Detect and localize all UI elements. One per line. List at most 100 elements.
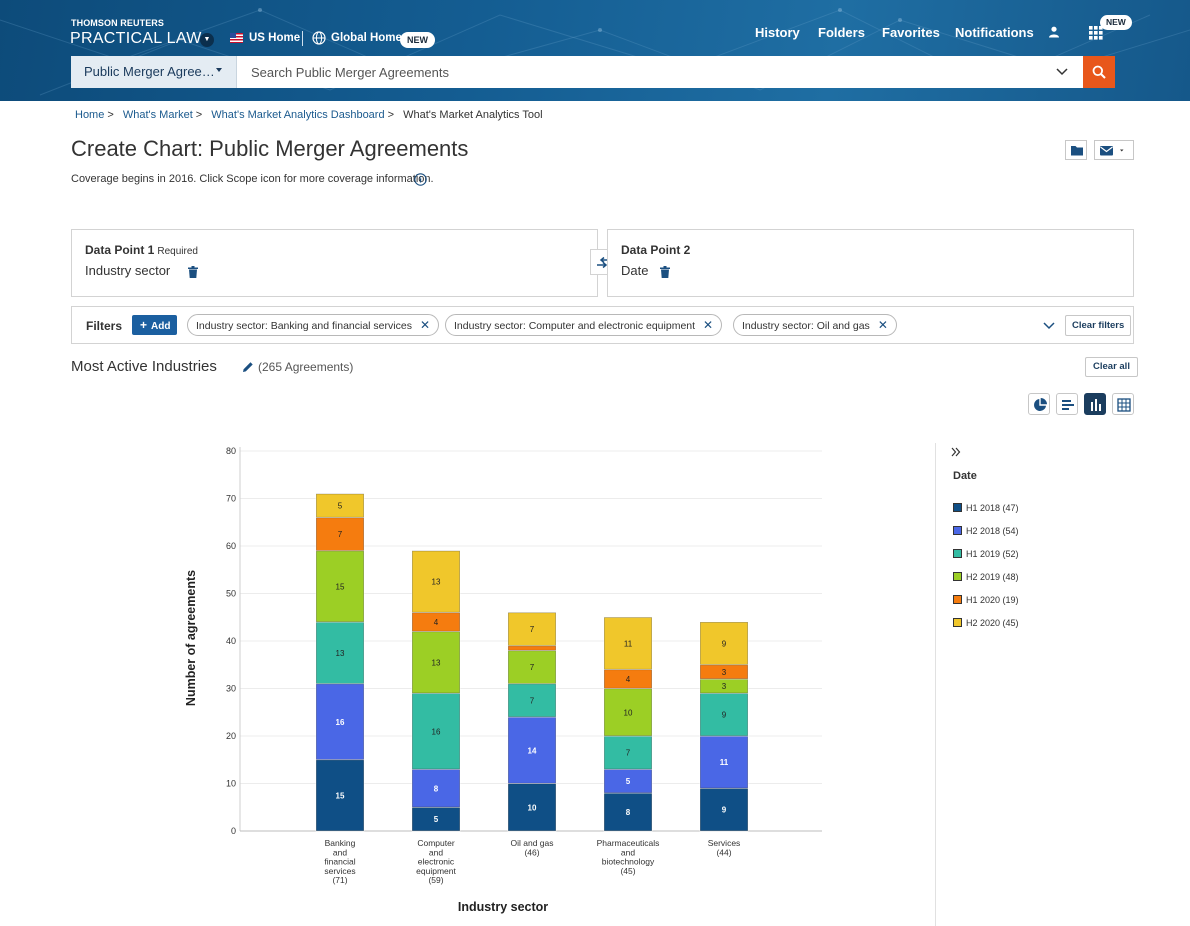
data-point-2-value: Date	[621, 263, 649, 278]
data-label: 13	[432, 658, 441, 667]
search-button[interactable]	[1083, 56, 1115, 88]
x-tick-label: and	[333, 847, 347, 857]
edit-pencil-icon[interactable]	[242, 361, 254, 373]
filter-chip-label: Industry sector: Banking and financial s…	[196, 320, 412, 332]
legend-item[interactable]: H1 2018 (47)	[953, 496, 1019, 519]
bar-segment[interactable]	[411, 631, 461, 694]
legend-item[interactable]: H2 2018 (54)	[953, 519, 1019, 542]
breadcrumb-whats-market[interactable]: What's Market	[122, 109, 193, 121]
collapse-legend-icon[interactable]	[951, 447, 961, 457]
apps-grid-icon[interactable]	[1089, 26, 1103, 40]
vertical-bar-chart-button[interactable]	[1084, 393, 1106, 415]
brand-logo[interactable]: PRACTICAL LAW	[70, 30, 202, 47]
scope-caret-icon[interactable]	[216, 68, 222, 72]
x-tick-label: and	[621, 847, 635, 857]
brand-company: THOMSON REUTERS	[71, 18, 165, 28]
data-point-1-label: Data Point 1 Required	[85, 243, 198, 257]
pie-chart-button[interactable]	[1028, 393, 1050, 415]
bar-segment[interactable]	[699, 621, 749, 666]
us-flag-icon	[230, 33, 243, 43]
trash-icon[interactable]	[188, 266, 198, 278]
y-tick-label: 50	[226, 589, 236, 599]
clear-all-button[interactable]: Clear all	[1085, 357, 1138, 377]
bar-segment[interactable]	[603, 688, 653, 737]
search-scope-select[interactable]: Public Merger Agree…	[71, 56, 237, 88]
bar-segment[interactable]	[507, 645, 557, 651]
legend-item[interactable]: H1 2019 (52)	[953, 542, 1019, 565]
clear-filters-button[interactable]: Clear filters	[1065, 315, 1132, 336]
bar-segment[interactable]	[507, 650, 557, 685]
remove-filter-icon[interactable]: ✕	[703, 318, 714, 332]
bar-segment[interactable]	[603, 616, 653, 670]
data-label: 15	[336, 582, 345, 591]
table-view-button[interactable]	[1112, 393, 1134, 415]
add-filter-button[interactable]: + Add	[132, 315, 177, 335]
data-label: 15	[336, 791, 345, 800]
chevron-down-icon[interactable]	[1056, 67, 1068, 77]
bar-segment[interactable]	[315, 621, 365, 685]
bar-segment[interactable]	[411, 692, 461, 770]
nav-folders[interactable]: Folders	[818, 25, 865, 40]
chevron-down-icon[interactable]	[1043, 321, 1055, 330]
trash-icon[interactable]	[660, 266, 670, 278]
search-icon	[1092, 65, 1106, 79]
bar-segment[interactable]	[315, 550, 365, 623]
bar-segment[interactable]	[507, 612, 557, 647]
email-button[interactable]	[1094, 140, 1134, 160]
data-label: 16	[336, 718, 345, 727]
bar-segment[interactable]	[507, 783, 557, 832]
user-icon[interactable]	[1047, 25, 1061, 39]
legend-item[interactable]: H1 2020 (19)	[953, 588, 1019, 611]
data-label: 7	[338, 530, 343, 539]
bar-segment[interactable]	[411, 768, 461, 808]
breadcrumb-separator: >	[195, 109, 203, 121]
search-bar: Public Merger Agree…	[71, 56, 1115, 88]
legend-swatch	[953, 549, 962, 558]
filter-chip: Industry sector: Banking and financial s…	[187, 314, 440, 336]
remove-filter-icon[interactable]: ✕	[877, 318, 888, 332]
data-label: 3	[722, 668, 727, 677]
folder-icon	[1071, 146, 1083, 156]
bar-segment[interactable]	[315, 683, 365, 761]
brand-menu-caret-icon[interactable]: ▼	[200, 33, 214, 47]
bar-segment[interactable]	[507, 683, 557, 718]
remove-filter-icon[interactable]: ✕	[419, 318, 431, 332]
bar-segment[interactable]	[603, 735, 653, 770]
bar-segment[interactable]	[507, 716, 557, 784]
bar-segment-outline	[603, 617, 652, 670]
data-label: 9	[722, 639, 727, 648]
us-home-link[interactable]: US Home	[249, 32, 301, 44]
breadcrumb-home[interactable]: Home	[75, 109, 105, 121]
breadcrumb-analytics-dashboard[interactable]: What's Market Analytics Dashboard	[211, 109, 385, 121]
data-label: 8	[626, 808, 631, 817]
search-input[interactable]	[238, 56, 1078, 88]
data-label: 3	[722, 682, 727, 691]
legend-item[interactable]: H2 2019 (48)	[953, 565, 1019, 588]
email-icon	[1100, 146, 1124, 156]
legend-label: H1 2018 (47)	[966, 502, 1019, 513]
info-icon[interactable]	[414, 173, 427, 186]
nav-favorites[interactable]: Favorites	[882, 25, 940, 40]
filter-chip-label: Industry sector: Computer and electronic…	[454, 320, 696, 332]
filter-chip: Industry sector: Computer and electronic…	[445, 314, 723, 336]
data-label: 5	[338, 502, 343, 511]
header-divider	[302, 31, 303, 46]
bar-segment[interactable]	[699, 692, 749, 737]
global-home-link[interactable]: Global Home	[331, 32, 402, 44]
x-tick-label: biotechnology	[602, 857, 655, 867]
bar-segment[interactable]	[699, 787, 749, 832]
agreements-count: (265 Agreements)	[258, 360, 354, 374]
legend-label: H1 2019 (52)	[966, 548, 1019, 559]
nav-history[interactable]: History	[755, 25, 800, 40]
data-label: 8	[434, 784, 439, 793]
bar-segment[interactable]	[603, 792, 653, 832]
legend-item[interactable]: H2 2020 (45)	[953, 611, 1019, 634]
bar-segment[interactable]	[411, 550, 461, 613]
save-to-folder-button[interactable]	[1065, 140, 1087, 160]
horizontal-bar-chart-button[interactable]	[1056, 393, 1078, 415]
bar-segment[interactable]	[315, 493, 365, 518]
x-tick-label: and	[429, 847, 443, 857]
nav-notifications[interactable]: Notifications	[955, 25, 1034, 40]
legend-swatch	[953, 618, 962, 627]
data-label: 14	[528, 746, 537, 755]
